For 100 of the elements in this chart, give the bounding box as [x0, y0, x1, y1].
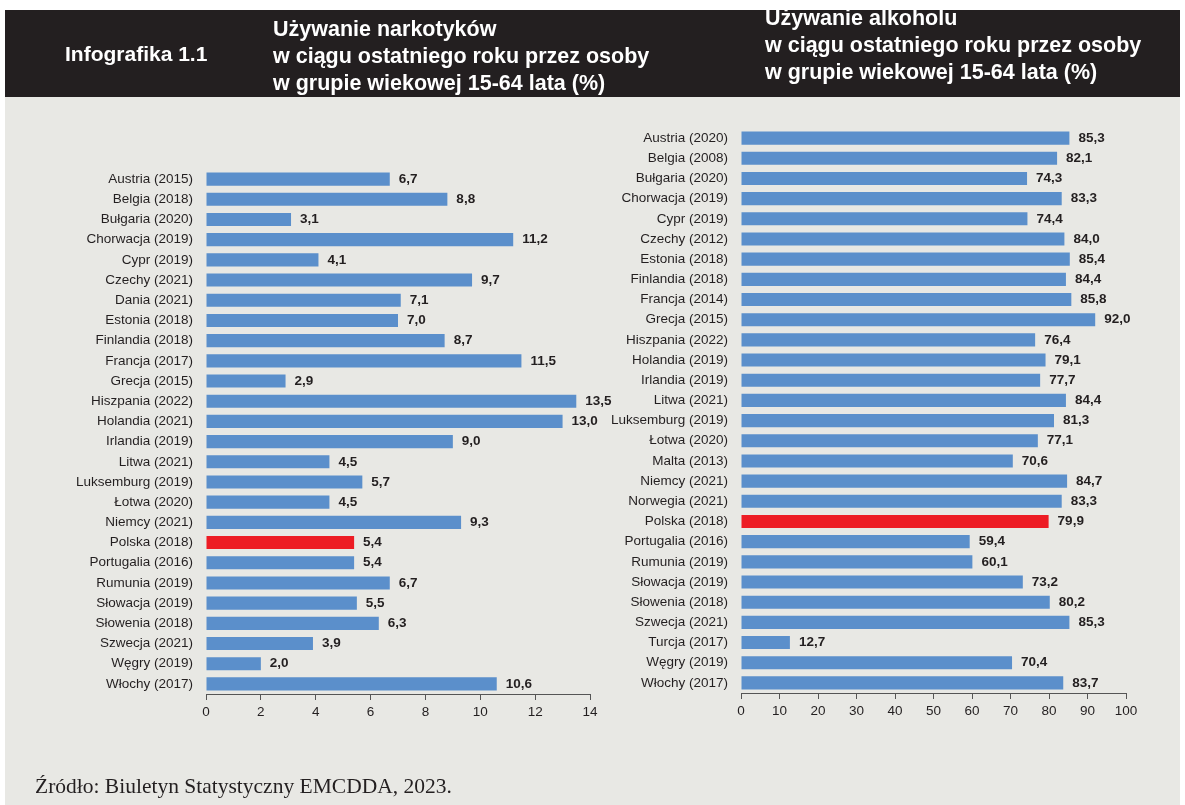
data-label: 9,0	[461, 433, 481, 449]
data-label: 79,1	[1054, 351, 1082, 367]
data-label: 82,1	[1066, 149, 1093, 165]
bar	[741, 252, 1070, 266]
bar	[206, 556, 355, 570]
data-label: 2,0	[269, 655, 289, 671]
x-tick-label: 0	[737, 702, 745, 718]
x-tick-label: 6	[366, 703, 375, 719]
y-tick-label: Grecja (2015)	[110, 372, 193, 388]
data-label: 5,4	[363, 554, 383, 570]
bar	[206, 414, 563, 428]
y-tick-label: Cypr (2019)	[121, 251, 193, 267]
bar	[741, 595, 1050, 609]
data-label: 9,3	[470, 514, 490, 530]
chart-title: Używanie alkoholu w ciągu ostatniego roku przez osoby w grupie wiekowej 15-64 lata (%)	[765, 5, 1142, 86]
data-label: 13,0	[571, 413, 598, 429]
data-label: 70,6	[1021, 452, 1049, 468]
y-tick-label: Węgry (2019)	[111, 655, 193, 671]
data-label: 7,0	[407, 312, 426, 328]
data-label: 60,1	[981, 553, 1009, 569]
data-label: 81,3	[1063, 412, 1090, 428]
x-tick-label: 30	[848, 702, 865, 718]
y-tick-label: Niemcy (2021)	[640, 472, 728, 488]
bar	[741, 192, 1062, 206]
data-label: 85,3	[1078, 129, 1106, 145]
bar	[206, 233, 514, 247]
bar	[206, 515, 462, 529]
y-tick-label: Holandia (2019)	[631, 351, 728, 367]
data-label: 77,1	[1046, 432, 1074, 448]
bar	[741, 313, 1096, 327]
bar	[206, 172, 390, 186]
x-tick-label: 100	[1114, 702, 1138, 718]
data-label: 74,3	[1036, 170, 1063, 186]
data-label: 13,5	[585, 392, 613, 408]
text: Infografika 1.1	[65, 42, 208, 66]
x-tick-label: 60	[964, 702, 980, 718]
y-tick-label: Portugalia (2016)	[89, 554, 193, 570]
y-tick-label: Słowenia (2018)	[630, 593, 728, 609]
y-tick-label: Norwegia (2021)	[628, 493, 728, 509]
data-label: 85,3	[1078, 614, 1106, 630]
x-tick-label: 90	[1079, 702, 1096, 718]
bar	[741, 151, 1058, 165]
x-tick-label: 2	[257, 703, 265, 719]
y-tick-label: Belgia (2008)	[647, 149, 728, 165]
bar	[206, 253, 319, 267]
y-tick-label: Słowacja (2019)	[96, 594, 193, 610]
bar	[206, 576, 390, 590]
y-tick-label: Rumunia (2019)	[96, 574, 193, 590]
data-label: 3,9	[321, 635, 341, 651]
bar	[206, 313, 398, 328]
bar	[741, 676, 1064, 690]
bar	[741, 212, 1028, 226]
data-label: 3,1	[300, 211, 320, 227]
data-label: 8,7	[453, 332, 473, 348]
bar	[206, 636, 313, 651]
data-label: 70,4	[1021, 654, 1048, 670]
bar	[206, 374, 286, 388]
x-tick-label: 4	[311, 703, 320, 719]
y-tick-label: Niemcy (2021)	[105, 514, 193, 530]
data-label: 4,5	[338, 453, 358, 469]
data-label: 80,2	[1058, 593, 1086, 609]
data-label: 74,4	[1036, 210, 1064, 226]
data-label: 83,3	[1070, 190, 1098, 206]
y-tick-label: Malta (2013)	[652, 452, 728, 468]
y-tick-label: Irlandia (2019)	[640, 371, 728, 387]
bar	[741, 575, 1023, 589]
bar	[206, 435, 453, 449]
y-tick-label: Luksemburg (2019)	[610, 412, 728, 428]
chart-title: Używanie narkotyków w ciągu ostatniego roku przez osoby w grupie wiekowej 15-64 lata (%)	[273, 16, 650, 97]
y-tick-label: Estonia (2018)	[640, 250, 728, 266]
x-tick-label: 20	[810, 702, 826, 718]
bar	[741, 414, 1055, 428]
y-tick-label: Bułgaria (2020)	[100, 211, 193, 227]
y-tick-label: Francja (2014)	[640, 291, 728, 307]
data-label: 83,7	[1072, 674, 1099, 690]
bar	[741, 555, 973, 569]
bar	[206, 475, 363, 489]
data-label: 6,7	[398, 574, 418, 590]
bar	[206, 495, 330, 509]
data-label: 77,7	[1049, 371, 1076, 387]
bar	[741, 232, 1065, 246]
y-tick-label: Bułgaria (2020)	[635, 170, 728, 186]
data-label: 5,7	[371, 473, 391, 489]
bar	[741, 353, 1046, 367]
data-label: 79,9	[1057, 513, 1084, 529]
y-tick-label: Włochy (2017)	[640, 674, 728, 690]
y-tick-label: Estonia (2018)	[105, 312, 193, 328]
data-label: 83,3	[1070, 493, 1098, 509]
y-tick-label: Chorwacja (2019)	[86, 231, 193, 247]
data-label: 73,2	[1031, 573, 1059, 589]
data-label: 5,4	[363, 534, 383, 550]
bar	[206, 596, 357, 610]
bar	[741, 636, 790, 650]
x-tick-label: 14	[582, 703, 598, 719]
y-tick-label: Litwa (2021)	[118, 453, 193, 469]
bar	[741, 474, 1068, 488]
data-label: 85,4	[1078, 250, 1106, 266]
y-tick-label: Dania (2021)	[114, 291, 193, 307]
y-tick-label: Austria (2015)	[108, 170, 193, 186]
y-tick-label: Finlandia (2018)	[630, 271, 728, 287]
